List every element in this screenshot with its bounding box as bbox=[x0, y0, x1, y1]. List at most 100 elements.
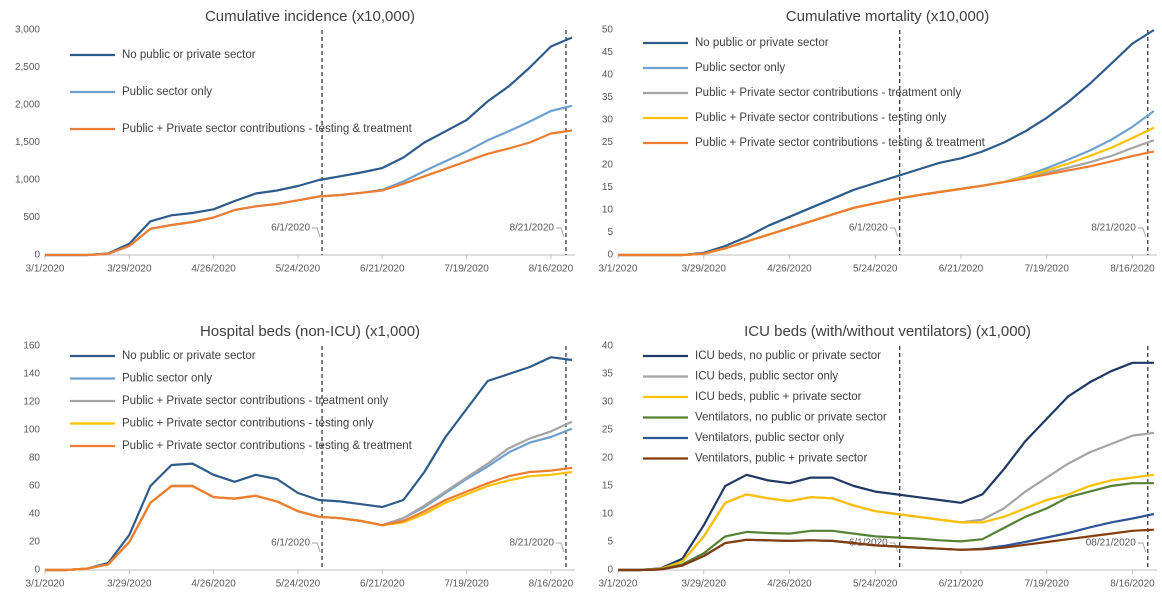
legend-label: No public or private sector bbox=[122, 350, 256, 362]
y-tick-label: 0 bbox=[607, 250, 613, 261]
y-tick-label: 0 bbox=[34, 250, 40, 261]
x-tick-label: 3/1/2020 bbox=[26, 264, 65, 275]
x-tick-label: 4/26/2020 bbox=[767, 579, 812, 590]
series-line bbox=[618, 528, 1154, 572]
series-line bbox=[45, 466, 573, 572]
y-tick-label: 30 bbox=[602, 397, 614, 408]
legend-label: Public + Private sector contributions - … bbox=[695, 87, 961, 99]
y-tick-label: 140 bbox=[23, 369, 40, 380]
y-tick-label: 120 bbox=[23, 397, 40, 408]
series-line bbox=[45, 356, 573, 572]
y-tick-label: 15 bbox=[602, 182, 614, 193]
x-tick-label: 7/19/2020 bbox=[1025, 579, 1070, 590]
x-tick-label: 6/21/2020 bbox=[360, 264, 405, 275]
x-tick-label: 8/16/2020 bbox=[1110, 264, 1155, 275]
x-tick-label: 5/24/2020 bbox=[853, 579, 898, 590]
y-tick-label: 0 bbox=[607, 565, 613, 576]
series-line bbox=[618, 482, 1154, 572]
annotation-label: 6/1/2020 bbox=[271, 223, 310, 234]
annotation-label: 6/1/2020 bbox=[849, 538, 888, 549]
chart-title: ICU beds (with/without ventilators) (x1,… bbox=[744, 323, 1031, 340]
annotation-label: 8/21/2020 bbox=[509, 223, 554, 234]
chart-title: Cumulative incidence (x10,000) bbox=[205, 8, 415, 25]
y-tick-label: 10 bbox=[602, 205, 614, 216]
x-tick-label: 5/24/2020 bbox=[276, 264, 321, 275]
x-tick-label: 8/16/2020 bbox=[529, 579, 574, 590]
y-tick-label: 2,000 bbox=[15, 100, 40, 111]
y-tick-label: 25 bbox=[602, 137, 614, 148]
series-line bbox=[618, 473, 1155, 572]
legend-label: Public + Private sector contributions - … bbox=[695, 137, 986, 149]
y-tick-label: 40 bbox=[602, 70, 614, 81]
y-tick-label: 1,000 bbox=[15, 175, 40, 186]
annotation-leader bbox=[312, 227, 321, 238]
legend-label: ICU beds, no public or private sector bbox=[695, 350, 881, 362]
x-tick-label: 8/16/2020 bbox=[1110, 579, 1155, 590]
x-tick-label: 7/19/2020 bbox=[444, 264, 489, 275]
series-line bbox=[45, 36, 573, 257]
x-tick-label: 5/24/2020 bbox=[853, 264, 898, 275]
x-tick-label: 6/21/2020 bbox=[360, 579, 405, 590]
legend-label: ICU beds, public + private sector bbox=[695, 391, 862, 403]
x-tick-label: 4/26/2020 bbox=[191, 579, 236, 590]
y-tick-label: 3,000 bbox=[15, 25, 40, 36]
x-tick-label: 6/21/2020 bbox=[939, 264, 984, 275]
x-tick-label: 4/26/2020 bbox=[767, 264, 812, 275]
annotation-leader bbox=[312, 542, 321, 553]
y-tick-label: 100 bbox=[23, 425, 40, 436]
chart-title: Cumulative mortality (x10,000) bbox=[786, 8, 989, 25]
annotation-leader bbox=[555, 227, 565, 238]
y-tick-label: 40 bbox=[29, 509, 41, 520]
y-tick-label: 10 bbox=[602, 509, 614, 520]
x-tick-label: 3/1/2020 bbox=[599, 264, 638, 275]
annotation-label: 6/1/2020 bbox=[271, 538, 310, 549]
legend-label: Public sector only bbox=[122, 86, 212, 98]
annotation-leader bbox=[1137, 542, 1147, 553]
annotation-leader bbox=[555, 542, 565, 553]
y-tick-label: 5 bbox=[607, 227, 613, 238]
annotation-label: 8/21/2020 bbox=[1091, 223, 1136, 234]
legend-label: Ventilators, public + private sector bbox=[695, 453, 867, 465]
x-tick-label: 4/26/2020 bbox=[191, 264, 236, 275]
y-tick-label: 60 bbox=[29, 481, 41, 492]
legend-label: Public sector only bbox=[695, 62, 785, 74]
legend-label: Public + Private sector contributions - … bbox=[122, 418, 374, 430]
x-tick-label: 7/19/2020 bbox=[444, 579, 489, 590]
series-line bbox=[45, 129, 573, 257]
legend-label: Ventilators, public sector only bbox=[695, 432, 844, 444]
series-line bbox=[618, 150, 1155, 257]
x-tick-label: 3/1/2020 bbox=[599, 579, 638, 590]
x-tick-label: 3/29/2020 bbox=[682, 579, 727, 590]
y-tick-label: 30 bbox=[602, 115, 614, 126]
series-line bbox=[618, 361, 1154, 572]
legend-label: Ventilators, no public or private sector bbox=[695, 412, 887, 424]
y-tick-label: 20 bbox=[602, 453, 614, 464]
y-tick-label: 40 bbox=[602, 341, 614, 352]
y-tick-label: 80 bbox=[29, 453, 41, 464]
annotation-label: 6/1/2020 bbox=[849, 223, 888, 234]
annotation-label: 08/21/2020 bbox=[1086, 538, 1136, 549]
x-tick-label: 8/16/2020 bbox=[529, 264, 574, 275]
y-tick-label: 500 bbox=[23, 212, 40, 223]
y-tick-label: 0 bbox=[34, 565, 40, 576]
annotation-leader bbox=[889, 227, 899, 238]
y-tick-label: 20 bbox=[602, 160, 614, 171]
legend-label: Public + Private sector contributions - … bbox=[122, 395, 388, 407]
legend-label: Public + Private sector contributions - … bbox=[122, 123, 413, 135]
y-tick-label: 2,500 bbox=[15, 62, 40, 73]
annotation-leader bbox=[1137, 227, 1147, 238]
legend-label: No public or private sector bbox=[695, 37, 829, 49]
x-tick-label: 6/21/2020 bbox=[939, 579, 984, 590]
legend-label: Public + Private sector contributions - … bbox=[695, 112, 947, 124]
y-tick-label: 25 bbox=[602, 425, 614, 436]
y-tick-label: 160 bbox=[23, 341, 40, 352]
legend-label: Public sector only bbox=[122, 373, 212, 385]
x-tick-label: 3/29/2020 bbox=[107, 264, 152, 275]
x-tick-label: 5/24/2020 bbox=[276, 579, 321, 590]
y-tick-label: 1,500 bbox=[15, 137, 40, 148]
y-tick-label: 20 bbox=[29, 537, 41, 548]
series-line bbox=[45, 470, 573, 572]
y-tick-label: 15 bbox=[602, 481, 614, 492]
x-tick-label: 3/29/2020 bbox=[107, 579, 152, 590]
